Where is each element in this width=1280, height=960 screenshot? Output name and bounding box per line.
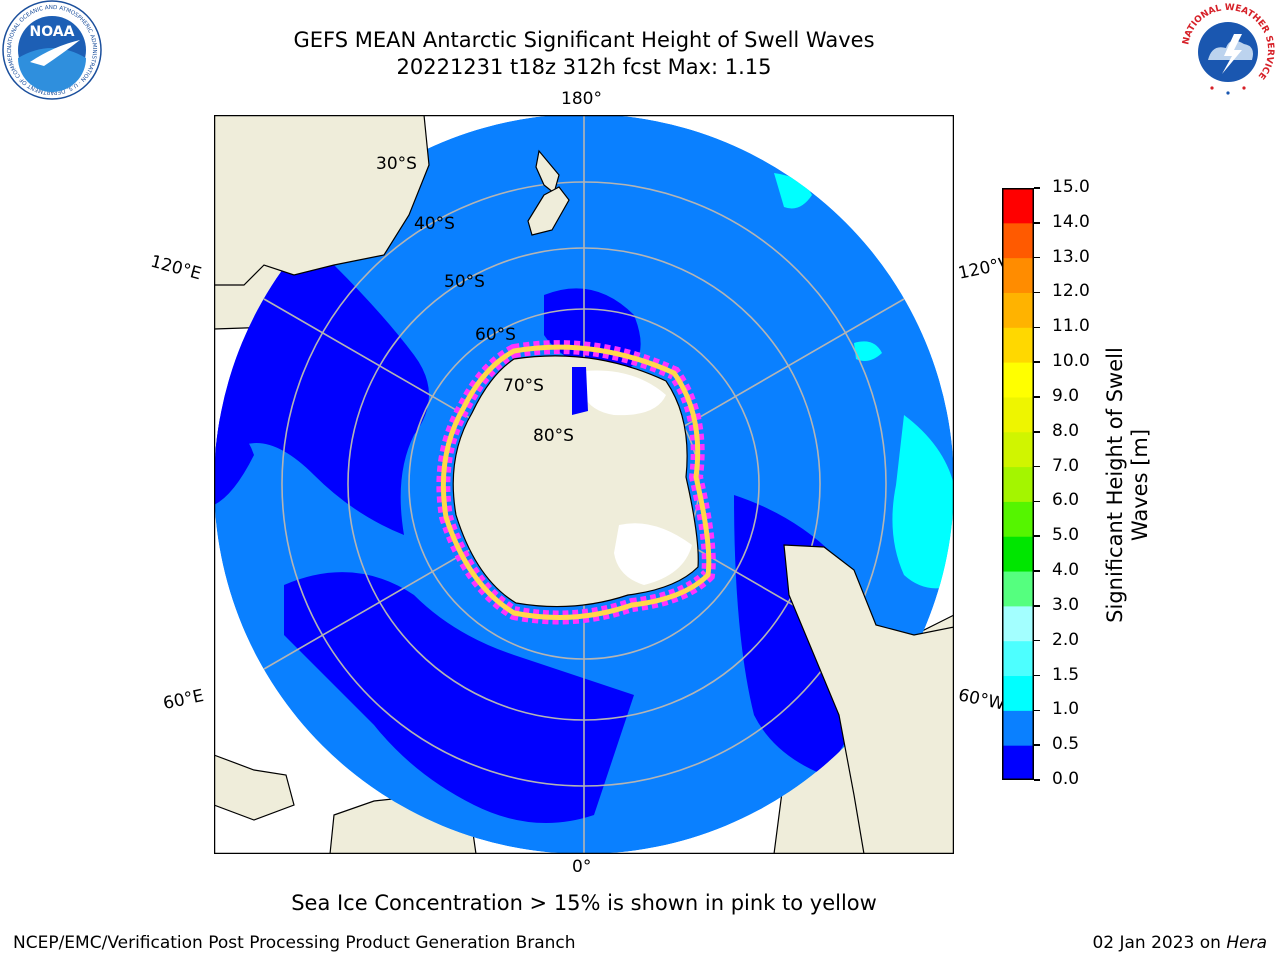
colorbar-tick-label: 4.0: [1052, 560, 1080, 581]
colorbar-tick-mark: [1034, 326, 1040, 329]
colorbar-tick-mark: [1034, 605, 1040, 607]
lat-label-30s: 30°S: [376, 154, 417, 174]
credit-text: NCEP/EMC/Verification Post Processing Pr…: [13, 933, 576, 953]
colorbar-band: [1002, 188, 1034, 224]
colorbar-tick-mark: [1034, 639, 1040, 642]
colorbar-tick-mark: [1034, 465, 1040, 468]
colorbar-tick-mark: [1034, 222, 1040, 224]
colorbar-tick-label: 0.0: [1052, 769, 1080, 789]
colorbar-tick-label: 2.0: [1052, 629, 1080, 650]
colorbar-tick-mark: [1034, 570, 1040, 572]
sea-ice-note: Sea Ice Concentration > 15% is shown in …: [291, 891, 877, 915]
colorbar-band: [1002, 466, 1034, 502]
high-swell-regions: [774, 173, 954, 589]
colorbar-tick-mark: [1034, 674, 1040, 677]
plot-title: GEFS MEAN Antarctic Significant Height o…: [293, 28, 875, 52]
lat-label-60s: 60°S: [475, 325, 516, 345]
colorbar-tick-label: 10.0: [1052, 351, 1090, 372]
colorbar-tick-label: 11.0: [1052, 316, 1090, 337]
colorbar-band: [1002, 675, 1034, 711]
colorbar-border: [1002, 188, 1034, 780]
colorbar-tick-label: 9.0: [1052, 385, 1080, 406]
colorbar-band: [1002, 571, 1034, 607]
noaa-logo: NATIONAL OCEANIC AND ATMOSPHERIC ADMINIS…: [2, 0, 102, 100]
colorbar-tick-label: 0.5: [1052, 734, 1080, 755]
colorbar-tick-label: 8.0: [1052, 420, 1080, 441]
lon-label-lower-left: 60°E: [161, 685, 206, 715]
colorbar-band: [1002, 362, 1034, 398]
latitude-labels: 30°S 40°S 50°S 60°S 70°S 80°S: [376, 154, 574, 446]
colorbar-tick-mark: [1034, 500, 1040, 503]
ice-shelf-white: [584, 370, 666, 416]
lon-label-bottom: 0°: [572, 857, 592, 877]
map-border: [214, 115, 954, 854]
colorbar-tick-mark: [1034, 744, 1040, 746]
colorbar-tick-mark: [1034, 291, 1040, 294]
polar-map: 30°S 40°S 50°S 60°S 70°S 80°S: [214, 115, 954, 854]
colorbar-band: [1002, 327, 1034, 363]
date-stamp: 02 Jan 2023 on Hera: [1092, 933, 1267, 953]
colorbar-band: [1002, 605, 1034, 642]
lat-label-50s: 50°S: [444, 272, 485, 292]
svg-text:NOAA: NOAA: [30, 24, 75, 40]
colorbar-band: [1002, 292, 1034, 328]
colorbar-tick-label: 6.0: [1052, 490, 1080, 511]
colorbar-band: [1002, 396, 1034, 433]
colorbar-tick-mark: [1034, 779, 1040, 781]
colorbar-band: [1002, 745, 1034, 780]
colorbar-tick-mark: [1034, 187, 1040, 189]
colorbar-tick-mark: [1034, 431, 1040, 433]
lat-label-70s: 70°S: [503, 376, 544, 396]
colorbar-band: [1002, 431, 1034, 468]
lon-label-lower-right: 60°W: [956, 685, 1007, 715]
colorbar-tick-label: 1.5: [1052, 664, 1080, 685]
colorbar-label: Significant Height of Swell Waves [m]: [1103, 347, 1152, 623]
colorbar-tick-label: 14.0: [1052, 211, 1090, 232]
colorbar-band: [1002, 222, 1034, 259]
sea-ice-yellow: [440, 344, 712, 620]
colorbar-tick-label: 3.0: [1052, 594, 1080, 615]
colorbar-tick-label: 13.0: [1052, 246, 1090, 267]
colorbar-band: [1002, 536, 1034, 572]
lon-label-upper-left: 120°E: [148, 251, 204, 285]
colorbar-tick-mark: [1034, 709, 1040, 712]
colorbar-tick-mark: [1034, 361, 1040, 363]
colorbar-tick-mark: [1034, 396, 1040, 398]
plot-subtitle: 20221231 t18z 312h fcst Max: 1.15: [396, 55, 772, 79]
colorbar-tick-label: 12.0: [1052, 281, 1090, 302]
lat-label-40s: 40°S: [414, 214, 455, 234]
colorbar-tick-label: 15.0: [1052, 177, 1090, 197]
colorbar-tick-label: 7.0: [1052, 455, 1080, 476]
continents: [214, 115, 954, 854]
colorbar-tick-mark: [1034, 256, 1040, 259]
ice-shelf-white-2: [614, 523, 692, 585]
lon-label-top: 180°: [561, 89, 602, 109]
ross-sea-gap: [572, 367, 588, 415]
colorbar-band: [1002, 501, 1034, 537]
colorbar-tick-label: 1.0: [1052, 699, 1080, 720]
colorbar-band: [1002, 257, 1034, 293]
colorbar-band: [1002, 640, 1034, 677]
colorbar-tick-mark: [1034, 535, 1040, 537]
colorbar: [1002, 188, 1034, 780]
colorbar-tick-label: 5.0: [1052, 525, 1080, 546]
colorbar-band: [1002, 710, 1034, 746]
lat-label-80s: 80°S: [533, 426, 574, 446]
nws-logo: NATIONAL WEATHER SERVICE: [1179, 1, 1277, 99]
low-swell-regions: [214, 262, 874, 823]
antarctica: [436, 340, 716, 625]
